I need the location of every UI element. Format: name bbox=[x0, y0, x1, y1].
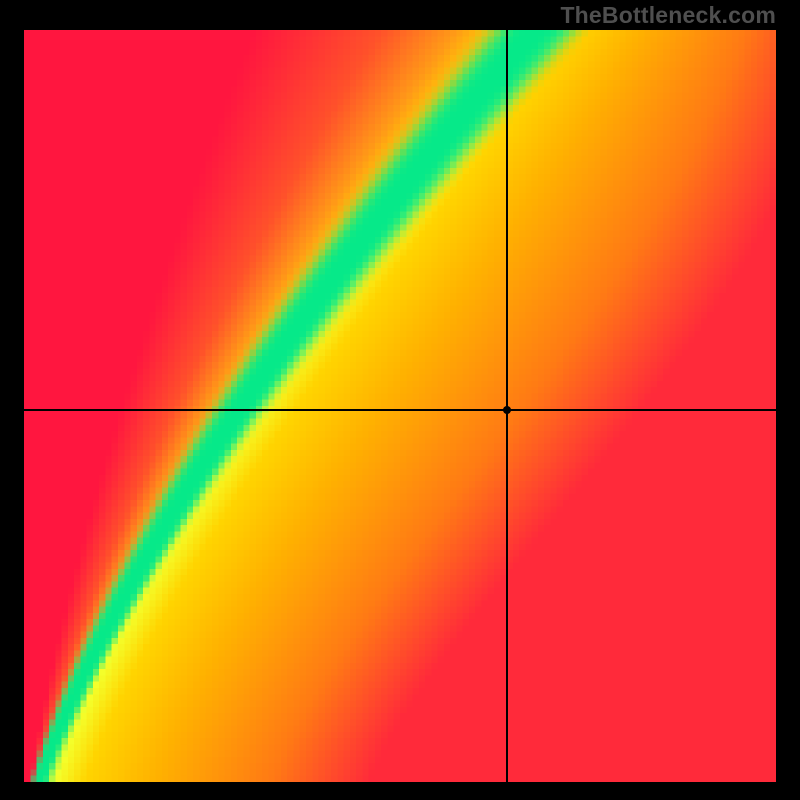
crosshair-point bbox=[503, 406, 511, 414]
crosshair-horizontal bbox=[24, 409, 776, 411]
bottleneck-heatmap bbox=[24, 30, 776, 782]
source-watermark: TheBottleneck.com bbox=[560, 2, 776, 29]
chart-frame: TheBottleneck.com bbox=[0, 0, 800, 800]
